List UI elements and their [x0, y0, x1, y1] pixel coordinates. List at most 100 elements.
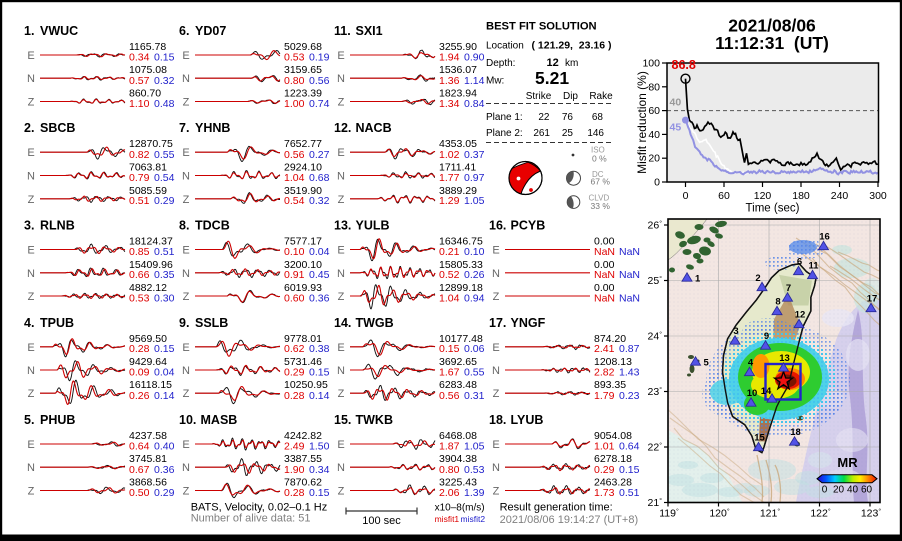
- svg-text:MASB: MASB: [201, 413, 238, 427]
- svg-text:YD07: YD07: [195, 24, 226, 38]
- svg-text:119°: 119°: [659, 508, 679, 520]
- svg-text:0.04: 0.04: [154, 367, 175, 379]
- svg-text:8.: 8.: [179, 219, 189, 233]
- svg-text:N: N: [182, 268, 190, 280]
- svg-text:22: 22: [538, 112, 550, 123]
- svg-text:N: N: [27, 462, 35, 474]
- svg-text:146: 146: [587, 128, 604, 139]
- svg-text:21°: 21°: [648, 497, 663, 509]
- svg-text:N: N: [182, 171, 190, 183]
- svg-text:0.82: 0.82: [129, 149, 150, 161]
- svg-text:VWUC: VWUC: [40, 24, 78, 38]
- svg-text:16: 16: [819, 232, 830, 243]
- svg-text:SXI1: SXI1: [356, 24, 383, 38]
- svg-text:0.10: 0.10: [284, 246, 305, 258]
- svg-text:5.21: 5.21: [535, 68, 569, 88]
- svg-text:1.04: 1.04: [284, 172, 305, 184]
- svg-text:10177.48: 10177.48: [439, 333, 483, 345]
- svg-text:0.30: 0.30: [154, 293, 175, 305]
- svg-text:E: E: [182, 439, 189, 451]
- svg-text:0.57: 0.57: [129, 75, 150, 87]
- svg-text:1.05: 1.05: [464, 195, 485, 207]
- svg-text:23°: 23°: [648, 386, 663, 398]
- svg-text:2.49: 2.49: [284, 441, 305, 453]
- svg-text:1.50: 1.50: [309, 441, 330, 453]
- svg-text:33 %: 33 %: [591, 201, 611, 211]
- svg-text:11: 11: [808, 261, 819, 272]
- svg-text:NaN: NaN: [594, 293, 615, 305]
- svg-text:11:12:31 (UT): 11:12:31 (UT): [715, 33, 829, 53]
- svg-text:0.56: 0.56: [309, 75, 330, 87]
- svg-text:0.34: 0.34: [129, 52, 150, 64]
- svg-text:40: 40: [847, 485, 859, 496]
- svg-text:E: E: [337, 439, 344, 451]
- svg-text:6283.48: 6283.48: [439, 379, 477, 391]
- svg-text:0.26: 0.26: [129, 390, 150, 402]
- svg-text:CLVD: CLVD: [589, 194, 610, 203]
- svg-text:6278.18: 6278.18: [594, 453, 632, 465]
- svg-text:N: N: [182, 462, 190, 474]
- svg-text:E: E: [337, 342, 344, 354]
- svg-text:Z: Z: [183, 486, 190, 498]
- svg-text:2924.10: 2924.10: [284, 162, 322, 174]
- svg-text:ISO: ISO: [591, 146, 605, 155]
- svg-text:Z: Z: [183, 97, 190, 109]
- svg-text:Rake: Rake: [589, 91, 613, 102]
- svg-text:0.37: 0.37: [464, 149, 485, 161]
- svg-text:0.64: 0.64: [619, 441, 640, 453]
- svg-text:2.82: 2.82: [594, 367, 615, 379]
- svg-text:100: 100: [642, 58, 660, 70]
- svg-text:12: 12: [547, 57, 559, 69]
- svg-text:0.10: 0.10: [464, 246, 485, 258]
- svg-text:67 %: 67 %: [591, 177, 611, 187]
- svg-text:Misfit reduction (%): Misfit reduction (%): [635, 71, 649, 174]
- svg-text:0.48: 0.48: [154, 98, 175, 110]
- svg-text:Z: Z: [28, 194, 35, 206]
- svg-text:N: N: [27, 268, 35, 280]
- svg-text:3255.90: 3255.90: [439, 41, 477, 53]
- svg-text:17: 17: [867, 294, 878, 305]
- svg-text:1.73: 1.73: [594, 487, 615, 499]
- svg-text:RLNB: RLNB: [40, 219, 75, 233]
- svg-text:Z: Z: [493, 486, 500, 498]
- svg-text:7: 7: [786, 283, 791, 294]
- svg-text:Z: Z: [183, 388, 190, 400]
- svg-text:1.39: 1.39: [464, 487, 485, 499]
- svg-text:0.15: 0.15: [439, 343, 460, 355]
- svg-text:Depth:: Depth:: [486, 58, 515, 69]
- svg-text:3692.65: 3692.65: [439, 356, 477, 368]
- svg-text:5.: 5.: [24, 413, 34, 427]
- svg-text:60: 60: [861, 485, 873, 496]
- svg-text:4.: 4.: [24, 316, 34, 330]
- svg-text:SBCB: SBCB: [40, 121, 75, 135]
- svg-text:N: N: [182, 365, 190, 377]
- svg-text:3745.81: 3745.81: [129, 453, 167, 465]
- svg-text:0.97: 0.97: [464, 172, 485, 184]
- svg-text:Z: Z: [28, 291, 35, 303]
- svg-text:40: 40: [648, 129, 660, 141]
- svg-text:0.28: 0.28: [284, 487, 305, 499]
- svg-text:0.32: 0.32: [309, 195, 330, 207]
- svg-text:0 %: 0 %: [592, 154, 607, 164]
- svg-text:13.: 13.: [334, 219, 351, 233]
- svg-text:180: 180: [792, 190, 810, 202]
- svg-text:4242.82: 4242.82: [284, 430, 322, 442]
- svg-text:10.: 10.: [179, 413, 196, 427]
- svg-text:3387.55: 3387.55: [284, 453, 322, 465]
- svg-text:E: E: [337, 245, 344, 257]
- svg-text:121°: 121°: [760, 508, 781, 520]
- svg-text:MR: MR: [837, 455, 858, 470]
- svg-text:N: N: [337, 462, 345, 474]
- svg-text:N: N: [492, 365, 500, 377]
- svg-text:TPUB: TPUB: [40, 316, 74, 330]
- svg-text:6.: 6.: [179, 24, 189, 38]
- svg-text:1.04: 1.04: [439, 293, 460, 305]
- svg-text:E: E: [27, 147, 34, 159]
- svg-text:misfit1: misfit1: [435, 514, 460, 524]
- svg-text:E: E: [492, 439, 499, 451]
- svg-text:Z: Z: [338, 97, 345, 109]
- svg-text:3: 3: [733, 326, 738, 337]
- svg-text:0.68: 0.68: [309, 172, 330, 184]
- svg-text:20: 20: [648, 153, 660, 165]
- svg-text:5: 5: [704, 358, 710, 369]
